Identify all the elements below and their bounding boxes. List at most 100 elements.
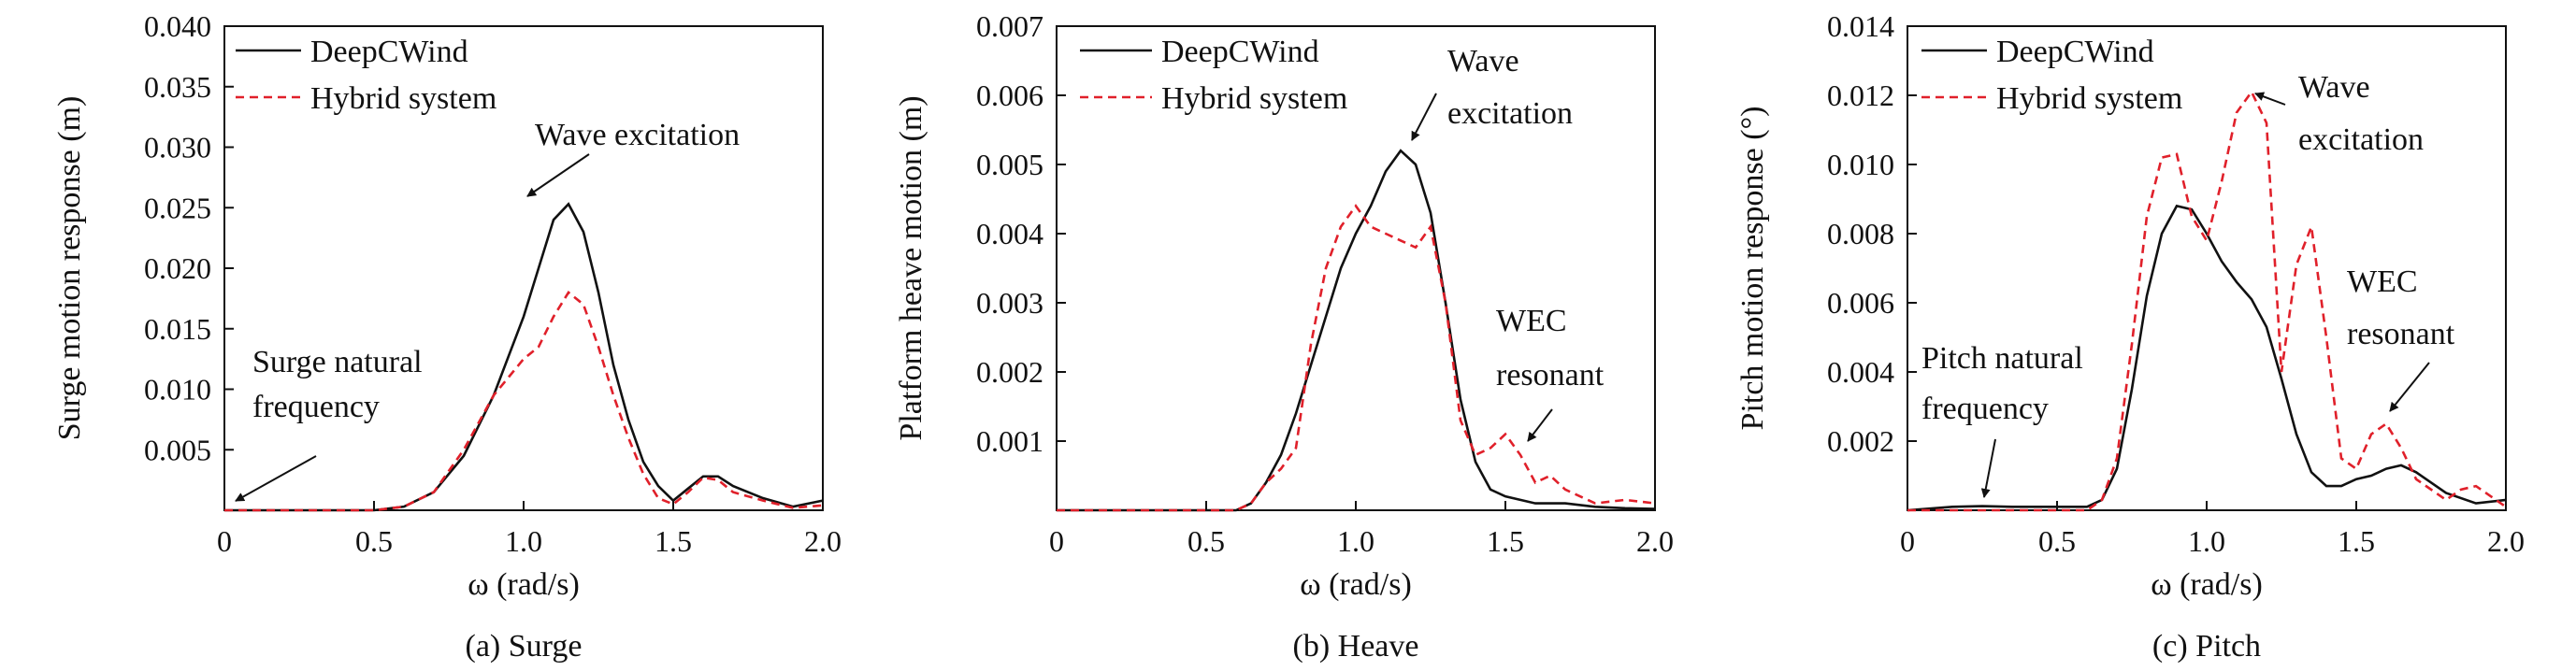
annotation-arrow bbox=[2389, 362, 2430, 412]
y-axis-label: Surge motion response (m) bbox=[52, 96, 87, 441]
y-tick-label: 0.005 bbox=[144, 433, 211, 466]
y-tick-label: 0.002 bbox=[976, 355, 1043, 389]
y-tick-label: 0.001 bbox=[976, 424, 1043, 458]
x-tick-label: 1.0 bbox=[505, 524, 542, 558]
y-tick-label: 0.007 bbox=[976, 9, 1043, 43]
annotation-arrow bbox=[526, 153, 590, 197]
legend-label-deepcwind: DeepCWind bbox=[1996, 35, 2154, 69]
x-tick-label: 2.0 bbox=[804, 524, 842, 558]
x-tick-labels: 0 0.5 1.0 1.5 2.0 bbox=[1049, 524, 1674, 558]
annotation-arrow bbox=[1411, 93, 1437, 141]
y-tick-labels: 0.002 0.004 0.006 0.008 0.010 0.012 0.014 bbox=[1827, 9, 1894, 458]
series-line-deepcwind bbox=[1907, 204, 2507, 512]
annotation-wec-resonant: WEC resonant bbox=[1496, 304, 1605, 442]
annotation-wec-resonant: WEC resonant bbox=[2347, 264, 2455, 412]
x-tick-label: 0.5 bbox=[2038, 524, 2076, 558]
x-tick-label: 1.0 bbox=[2188, 524, 2225, 558]
y-tick-label: 0.004 bbox=[1827, 355, 1894, 389]
legend-label-hybrid: Hybrid system bbox=[1161, 81, 1347, 116]
y-tick-label: 0.012 bbox=[1827, 79, 1894, 112]
y-tick-label: 0.035 bbox=[144, 70, 211, 104]
annotation-arrow bbox=[2254, 92, 2286, 106]
y-tick-label: 0.020 bbox=[144, 251, 211, 285]
annotation-wave-excitation: Wave excitation bbox=[526, 118, 740, 197]
x-axis-label: ω (rad/s) bbox=[468, 567, 580, 602]
annotation-arrow bbox=[235, 455, 317, 502]
y-tick-label: 0.010 bbox=[1827, 148, 1894, 181]
x-axis-label: ω (rad/s) bbox=[1300, 567, 1412, 602]
y-tick-label: 0.004 bbox=[976, 217, 1043, 250]
legend: DeepCWind Hybrid system bbox=[1921, 35, 2182, 116]
y-axis-label: Pitch motion response (°) bbox=[1735, 107, 1770, 431]
legend-label-deepcwind: DeepCWind bbox=[310, 35, 468, 69]
legend: DeepCWind Hybrid system bbox=[1080, 35, 1347, 116]
panel-heave: 0 0.5 1.0 1.5 2.0 0.0010.0020.0030.0040.0050… bbox=[894, 9, 1674, 664]
annotation-text: Surge natural bbox=[252, 345, 423, 379]
x-tick-label: 1.5 bbox=[655, 524, 692, 558]
x-tick-label: 1.5 bbox=[1487, 524, 1524, 558]
x-tick-labels: 0 0.5 1.0 1.5 2.0 bbox=[217, 524, 842, 558]
y-tick-label: 0.002 bbox=[1827, 424, 1894, 458]
series-line-hybrid-system bbox=[1907, 89, 2507, 512]
panel-caption: (a) Surge bbox=[466, 629, 583, 664]
annotation-text: WEC bbox=[1496, 304, 1567, 338]
tick-marks bbox=[223, 25, 824, 510]
annotation-text: Wave bbox=[2298, 70, 2370, 105]
annotation-arrow bbox=[1527, 408, 1553, 442]
annotation-text: Wave bbox=[1447, 44, 1519, 79]
y-tick-label: 0.030 bbox=[144, 131, 211, 164]
annotation-text: WEC bbox=[2347, 264, 2418, 299]
y-tick-label: 0.040 bbox=[144, 9, 211, 43]
tick-marks bbox=[1907, 25, 2507, 510]
x-tick-label: 0.5 bbox=[1187, 524, 1225, 558]
legend-label-deepcwind: DeepCWind bbox=[1161, 35, 1319, 69]
annotation-text: excitation bbox=[1447, 96, 1573, 131]
annotation-arrow bbox=[1980, 438, 1996, 498]
annotation-text: frequency bbox=[1921, 392, 2049, 426]
annotation-text: Pitch natural bbox=[1921, 341, 2083, 376]
panel-caption: (c) Pitch bbox=[2152, 629, 2261, 664]
x-tick-label: 2.0 bbox=[2487, 524, 2525, 558]
y-tick-label: 0.015 bbox=[144, 312, 211, 346]
x-tick-label: 0 bbox=[1049, 524, 1064, 558]
series-line-deepcwind bbox=[1057, 149, 1656, 512]
y-tick-label: 0.025 bbox=[144, 191, 211, 224]
series-group bbox=[1057, 149, 1656, 512]
x-tick-label: 2.0 bbox=[1636, 524, 1674, 558]
x-tick-label: 0.5 bbox=[355, 524, 393, 558]
y-tick-labels: 0.005 0.010 0.015 0.020 0.025 0.030 0.035 0.040 bbox=[144, 9, 211, 466]
legend-label-hybrid: Hybrid system bbox=[1996, 81, 2182, 116]
y-tick-label: 0.006 bbox=[976, 79, 1043, 112]
y-tick-label: 0.006 bbox=[1827, 286, 1894, 320]
x-tick-labels: 0 0.5 1.0 1.5 2.0 bbox=[1900, 524, 2525, 558]
y-tick-label: 0.003 bbox=[976, 286, 1043, 320]
annotation-text: Wave excitation bbox=[535, 118, 740, 152]
panel-surge: 0 0.5 1.0 1.5 2.0 0.0050.0100.0150.0200.0250… bbox=[52, 9, 842, 664]
series-line-deepcwind bbox=[224, 202, 824, 512]
y-tick-label: 0.010 bbox=[144, 373, 211, 407]
series-group bbox=[224, 202, 824, 512]
panel-caption: (b) Heave bbox=[1293, 629, 1419, 664]
annotation-wave-excitation: Wave excitation bbox=[2254, 70, 2424, 157]
legend-label-hybrid: Hybrid system bbox=[310, 81, 496, 116]
annotation-text: frequency bbox=[252, 390, 380, 424]
x-tick-label: 0 bbox=[217, 524, 232, 558]
y-tick-labels: 0.001 0.002 0.003 0.004 0.005 0.006 0.007 bbox=[976, 9, 1043, 458]
panel-pitch: 0 0.5 1.0 1.5 2.0 0.0020.0040.0060.0080.0100… bbox=[1735, 9, 2525, 664]
series-line-hybrid-system bbox=[224, 290, 824, 512]
x-tick-label: 0 bbox=[1900, 524, 1915, 558]
y-tick-label: 0.008 bbox=[1827, 217, 1894, 250]
annotation-wave-excitation: Wave excitation bbox=[1411, 44, 1573, 141]
annotation-text: excitation bbox=[2298, 122, 2424, 157]
y-tick-label: 0.005 bbox=[976, 148, 1043, 181]
series-group bbox=[1907, 89, 2507, 512]
y-tick-label: 0.014 bbox=[1827, 9, 1894, 43]
x-axis-label: ω (rad/s) bbox=[2151, 567, 2263, 602]
y-axis-label: Platform heave motion (m) bbox=[894, 95, 928, 440]
x-tick-label: 1.0 bbox=[1337, 524, 1374, 558]
series-line-hybrid-system bbox=[1057, 204, 1656, 512]
legend: DeepCWind Hybrid system bbox=[236, 35, 496, 116]
annotation-text: resonant bbox=[1496, 358, 1605, 393]
annotation-surge-natural-frequency: Surge natural frequency bbox=[235, 345, 423, 502]
